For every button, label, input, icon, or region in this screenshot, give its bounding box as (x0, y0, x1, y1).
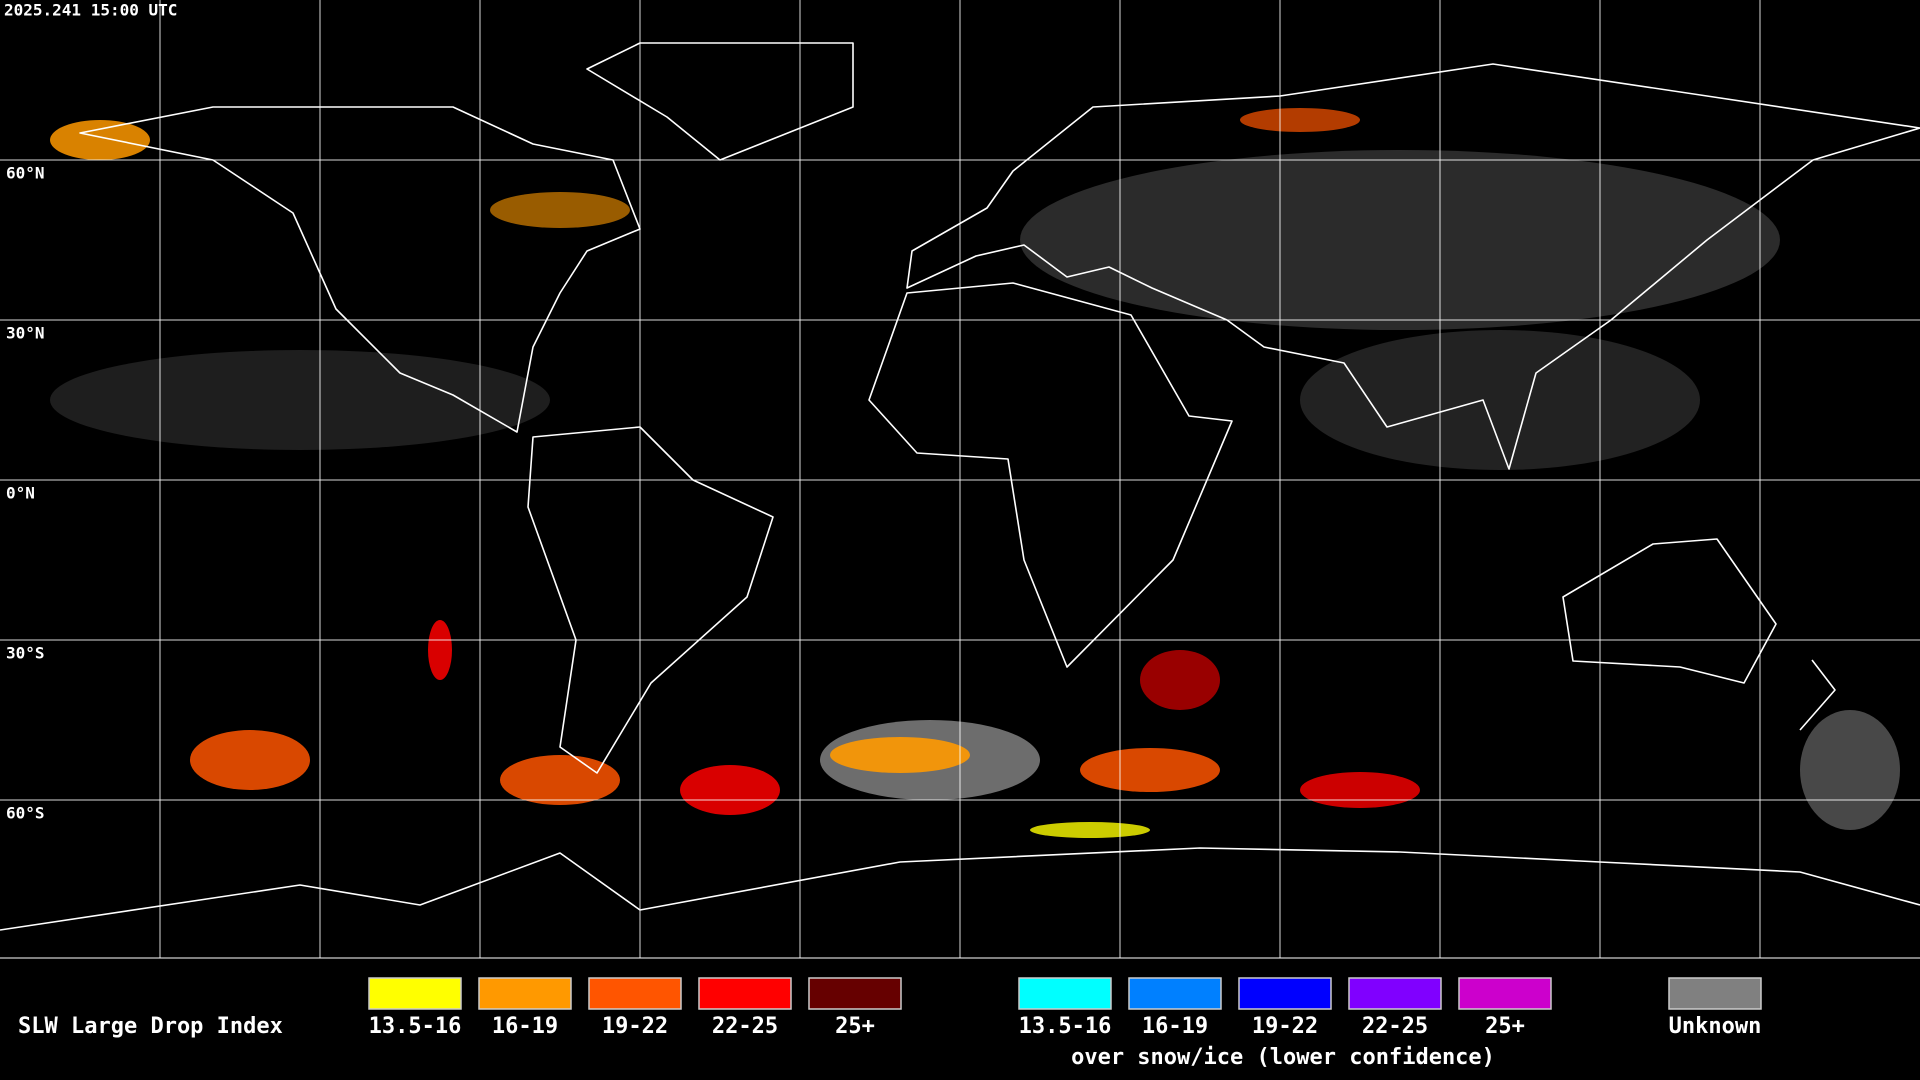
cloud-unknown (1020, 150, 1780, 330)
snow-caption: over snow/ice (lower confidence) (1071, 1045, 1495, 1070)
legend-label: 19-22 (1252, 1014, 1318, 1039)
legend-label: Unknown (1669, 1014, 1762, 1039)
latitude-label: 30°S (6, 644, 45, 663)
antarctica (0, 847, 1920, 931)
legend-swatch (478, 977, 572, 1010)
legend-swatch (698, 977, 792, 1010)
cloud-drops (830, 737, 970, 773)
legend-swatch (1458, 977, 1552, 1010)
legend-swatch (1348, 977, 1442, 1010)
cloud-drops (1030, 822, 1150, 838)
cloud-unknown (1300, 330, 1700, 470)
timestamp: 2025.241 15:00 UTC (4, 1, 177, 20)
cloud-drops (680, 765, 780, 815)
cloud-unknown (50, 350, 550, 450)
legend-label: 22-25 (712, 1014, 778, 1039)
latitude-label: 30°N (6, 324, 45, 343)
legend-swatch (1128, 977, 1222, 1010)
cloud-drops (490, 192, 630, 228)
cloud-drops (190, 730, 310, 790)
legend-label: 16-19 (492, 1014, 558, 1039)
latitude-label: 60°S (6, 804, 45, 823)
africa (868, 282, 1233, 668)
legend-title: SLW Large Drop Index (18, 1014, 283, 1039)
legend-swatch (1018, 977, 1112, 1010)
cloud-drops (1140, 650, 1220, 710)
cloud-drops (1300, 772, 1420, 808)
new-zealand (1799, 659, 1836, 731)
legend-label: 25+ (1485, 1014, 1525, 1039)
cloud-drops (1080, 748, 1220, 792)
legend-label: 25+ (835, 1014, 875, 1039)
latitude-label: 0°N (6, 484, 35, 503)
legend-label: 19-22 (602, 1014, 668, 1039)
graticule (0, 0, 1920, 958)
eurasia (906, 63, 1920, 470)
cloud-drops (500, 755, 620, 805)
cloud-drops (1240, 108, 1360, 132)
legend-swatch (368, 977, 462, 1010)
coastlines (0, 42, 1920, 931)
legend-swatch (1668, 977, 1762, 1010)
south-america (527, 426, 774, 774)
legend-swatch (808, 977, 902, 1010)
legend-label: 22-25 (1362, 1014, 1428, 1039)
legend-label: 16-19 (1142, 1014, 1208, 1039)
cloud-drops (50, 120, 150, 160)
north-america (79, 106, 641, 433)
cloud-drops (428, 620, 452, 680)
legend-label: 13.5-16 (1019, 1014, 1112, 1039)
legend-swatch (588, 977, 682, 1010)
latitude-label: 60°N (6, 164, 45, 183)
cloud-unknown (1800, 710, 1900, 830)
legend-label: 13.5-16 (369, 1014, 462, 1039)
legend-swatch (1238, 977, 1332, 1010)
